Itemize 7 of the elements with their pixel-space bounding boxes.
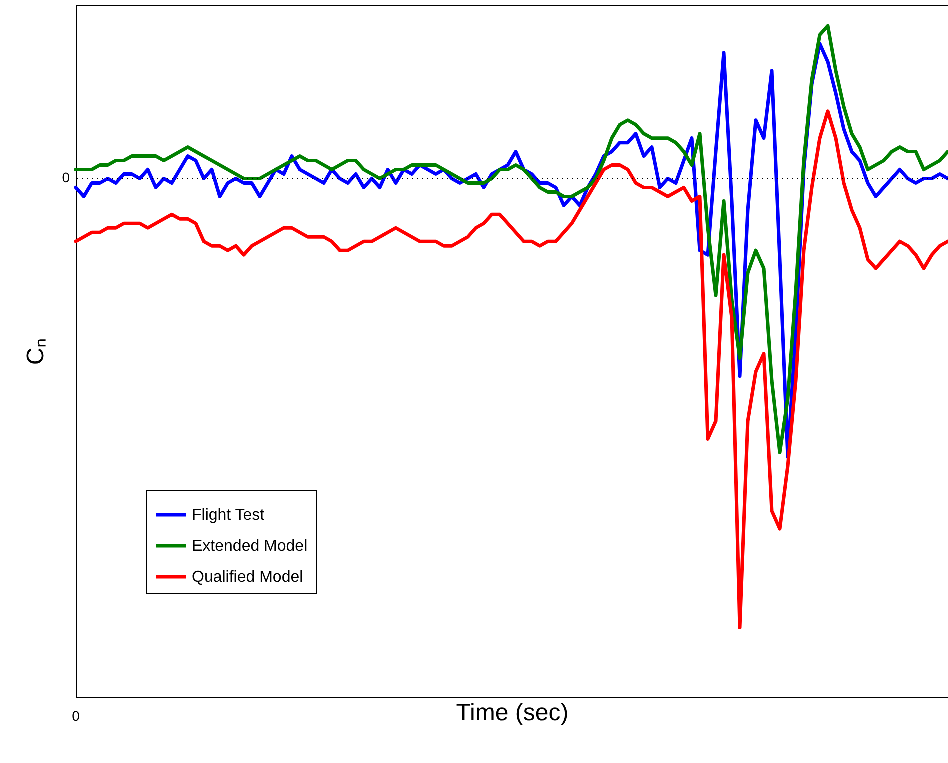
y-axis-title: Cₙ: [22, 338, 50, 366]
x-axis-title: Time (sec): [456, 700, 569, 726]
legend-label: Extended Model: [192, 538, 308, 555]
ref-line-label: 0: [62, 170, 70, 186]
text: 0: [72, 708, 80, 724]
legend-label: Qualified Model: [192, 569, 304, 586]
legend-label: Flight Test: [192, 507, 266, 524]
